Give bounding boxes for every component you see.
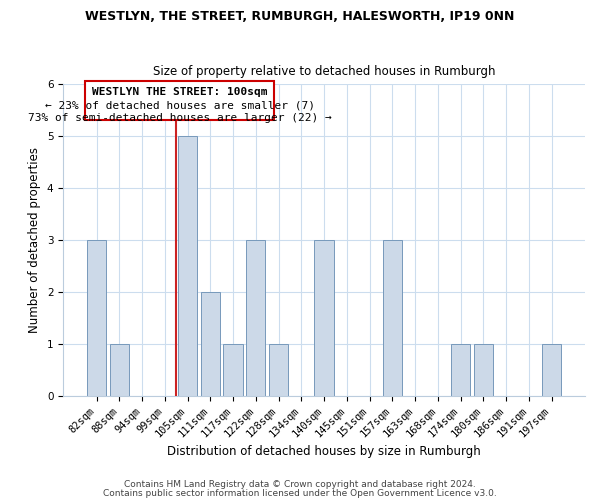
Text: WESTLYN THE STREET: 100sqm: WESTLYN THE STREET: 100sqm <box>92 88 268 98</box>
Bar <box>87 240 106 396</box>
Text: Contains public sector information licensed under the Open Government Licence v3: Contains public sector information licen… <box>103 488 497 498</box>
Bar <box>200 292 220 396</box>
Bar <box>542 344 561 396</box>
Bar <box>269 344 288 396</box>
Text: Contains HM Land Registry data © Crown copyright and database right 2024.: Contains HM Land Registry data © Crown c… <box>124 480 476 489</box>
X-axis label: Distribution of detached houses by size in Rumburgh: Distribution of detached houses by size … <box>167 444 481 458</box>
Bar <box>246 240 265 396</box>
Text: ← 23% of detached houses are smaller (7): ← 23% of detached houses are smaller (7) <box>44 101 314 111</box>
Bar <box>178 136 197 396</box>
Y-axis label: Number of detached properties: Number of detached properties <box>28 146 41 332</box>
Title: Size of property relative to detached houses in Rumburgh: Size of property relative to detached ho… <box>153 66 496 78</box>
Bar <box>451 344 470 396</box>
Bar <box>473 344 493 396</box>
Text: 73% of semi-detached houses are larger (22) →: 73% of semi-detached houses are larger (… <box>28 114 331 124</box>
Bar <box>314 240 334 396</box>
Bar <box>223 344 243 396</box>
FancyBboxPatch shape <box>85 81 274 120</box>
Text: WESTLYN, THE STREET, RUMBURGH, HALESWORTH, IP19 0NN: WESTLYN, THE STREET, RUMBURGH, HALESWORT… <box>85 10 515 23</box>
Bar <box>383 240 402 396</box>
Bar <box>110 344 129 396</box>
